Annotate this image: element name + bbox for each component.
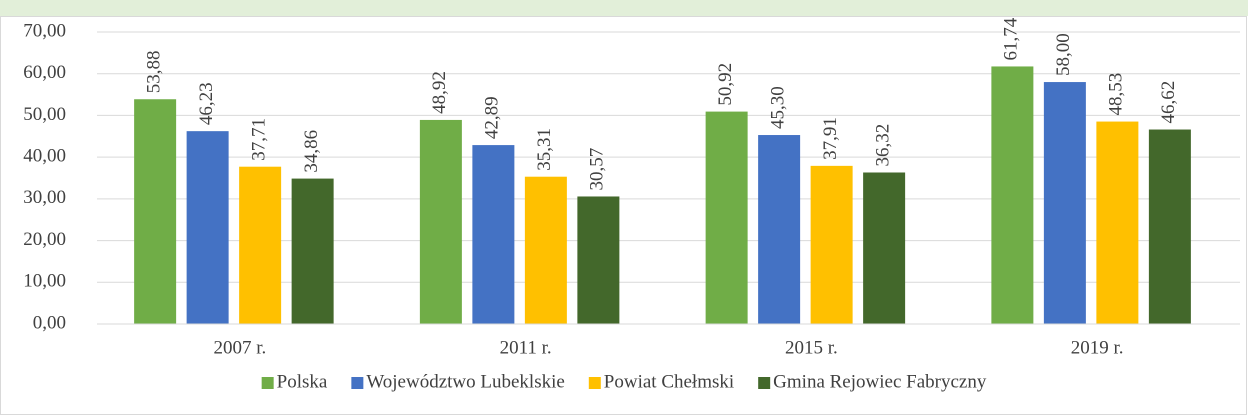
legend-label: Polska (277, 371, 328, 392)
value-label: 46,62 (1158, 81, 1179, 124)
bar (705, 111, 748, 325)
value-label: 37,91 (820, 117, 841, 160)
y-tick-label: 0,00 (33, 312, 66, 333)
value-label: 48,92 (429, 71, 450, 114)
bar (524, 176, 567, 324)
legend-swatch (261, 377, 274, 389)
value-label: 48,53 (1106, 73, 1127, 116)
legend-label: Powiat Chełmski (604, 371, 734, 392)
y-tick-label: 30,00 (23, 187, 66, 208)
legend-label: Gmina Rejowiec Fabryczny (773, 371, 987, 392)
bar (810, 165, 853, 324)
value-label: 46,23 (196, 82, 217, 125)
value-label: 42,89 (482, 96, 503, 139)
value-label: 45,30 (767, 86, 788, 129)
top-band (0, 0, 1248, 16)
value-label: 34,86 (301, 130, 322, 173)
value-label: 61,74 (1001, 17, 1022, 60)
value-label: 35,31 (534, 128, 555, 171)
bar (186, 131, 229, 324)
value-label: 36,32 (872, 124, 893, 167)
x-tick-label: 2007 r. (213, 337, 266, 358)
bar (577, 196, 620, 324)
bar (419, 119, 462, 324)
bar (472, 145, 515, 324)
bar (291, 178, 334, 324)
bar (134, 99, 177, 324)
bar (239, 166, 282, 324)
y-tick-label: 20,00 (23, 229, 66, 250)
bar (1148, 129, 1191, 324)
legend-swatch (758, 377, 771, 389)
legend-swatch (588, 377, 601, 389)
y-tick-label: 10,00 (23, 271, 66, 292)
value-label: 50,92 (715, 63, 736, 106)
value-label: 30,57 (587, 148, 608, 191)
bar (1043, 82, 1086, 324)
legend-label: Województwo Lubeklskie (366, 371, 564, 392)
x-tick-label: 2011 r. (500, 337, 552, 358)
x-tick-label: 2015 r. (785, 337, 838, 358)
bar (758, 135, 801, 324)
legend-swatch (351, 377, 364, 389)
y-tick-label: 50,00 (23, 104, 66, 125)
y-tick-label: 40,00 (23, 146, 66, 167)
bar (1096, 121, 1139, 324)
x-tick-label: 2019 r. (1071, 337, 1124, 358)
value-label: 37,71 (248, 118, 269, 161)
y-tick-label: 60,00 (23, 62, 66, 83)
value-label: 53,88 (143, 50, 164, 93)
bar (863, 172, 906, 324)
value-label: 58,00 (1053, 33, 1074, 76)
bar (991, 66, 1034, 325)
y-tick-label: 70,00 (23, 20, 66, 41)
